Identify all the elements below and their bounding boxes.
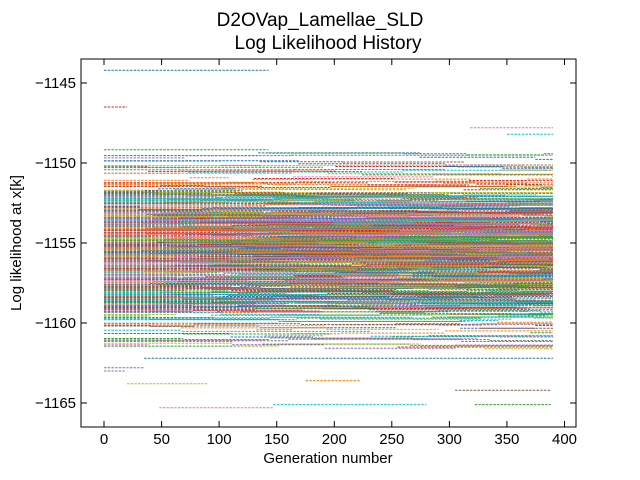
y-axis-label: Log likelihood at x[k] — [8, 175, 25, 311]
y-tick-label: −1160 — [35, 315, 76, 332]
chain-series-layer — [104, 69, 553, 409]
x-tick-label: 300 — [437, 431, 462, 448]
x-tick-label: 0 — [100, 431, 108, 448]
x-tick-label: 150 — [264, 431, 289, 448]
y-tick-label: −1145 — [35, 75, 76, 92]
y-tick-label: −1165 — [35, 395, 76, 412]
x-tick-label: 100 — [207, 431, 232, 448]
chart-title: D2OVap_Lamellae_SLD — [217, 10, 424, 31]
chart-subtitle: Log Likelihood History — [235, 33, 422, 54]
y-tick-label: −1155 — [35, 235, 76, 252]
y-tick-label: −1150 — [35, 155, 76, 172]
x-tick-label: 200 — [322, 431, 347, 448]
axis-ticks: 0 50 100 150 200 250 300 350 400 −1145 −1150 −1155 −… — [35, 59, 577, 448]
x-tick-label: 350 — [494, 431, 519, 448]
x-axis-label: Generation number — [263, 450, 392, 467]
x-tick-label: 400 — [552, 431, 577, 448]
x-tick-label: 250 — [379, 431, 404, 448]
x-tick-label: 50 — [153, 431, 170, 448]
